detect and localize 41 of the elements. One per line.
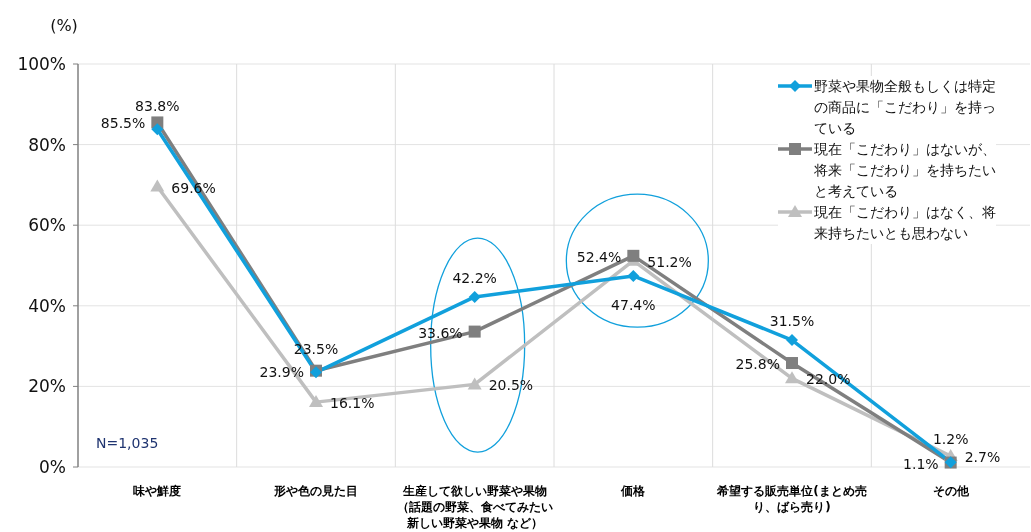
data-label: 2.7% (964, 449, 1001, 466)
point (627, 269, 640, 282)
y-axis-title: (%) (50, 16, 78, 35)
x-tick-label: その他 (931, 483, 970, 499)
data-label: 31.5% (769, 313, 815, 330)
point (785, 371, 799, 384)
y-tick-label: 80% (28, 134, 66, 155)
y-tick-label: 20% (28, 376, 66, 397)
point (468, 325, 481, 338)
point (468, 290, 481, 303)
legend-label: 現在「こだわり」はなく、将来持ちたいとも思わない (814, 203, 996, 243)
data-label: 1.1% (903, 455, 939, 472)
annotation: N=1,035 (96, 435, 159, 451)
data-label: 1.2% (932, 431, 969, 448)
data-label: 51.2% (647, 253, 692, 270)
data-label: 16.1% (330, 395, 375, 412)
y-tick-label: 100% (17, 54, 66, 74)
point (786, 334, 798, 347)
x-tick-label: 形や色の見た目 (273, 483, 359, 499)
point (627, 249, 640, 262)
x-tick-label: 生産して欲しい野菜や果物（話題の野菜、食べてみたい新しい野菜や果物 など） (395, 483, 554, 531)
point (309, 395, 323, 408)
data-label: 25.8% (735, 356, 780, 373)
point (150, 179, 165, 192)
x-tick-label: 味や鮮度 (132, 483, 183, 499)
data-label: 52.4% (576, 248, 622, 265)
legend-label: 野菜や果物全般もしくは特定の商品に「こだわり」を持っている (814, 77, 996, 138)
y-tick-label: 60% (28, 215, 66, 236)
x-tick-label: 希望する販売単位(まとめ売り、ばら売り) (716, 483, 868, 515)
data-label: 42.2% (452, 269, 497, 286)
data-label: 83.8% (135, 98, 180, 115)
y-tick-label: 40% (28, 295, 66, 316)
point (786, 357, 798, 370)
point (467, 377, 482, 390)
data-label: 47.4% (611, 296, 656, 313)
data-label: 23.9% (259, 363, 304, 380)
y-tick-label: 0% (39, 457, 66, 477)
point (151, 123, 164, 136)
data-label: 85.5% (100, 115, 146, 132)
legend-label: 現在「こだわり」はないが、将来「こだわり」を持ちたいと考えている (814, 140, 996, 201)
x-tick-label: 価格 (620, 483, 647, 499)
